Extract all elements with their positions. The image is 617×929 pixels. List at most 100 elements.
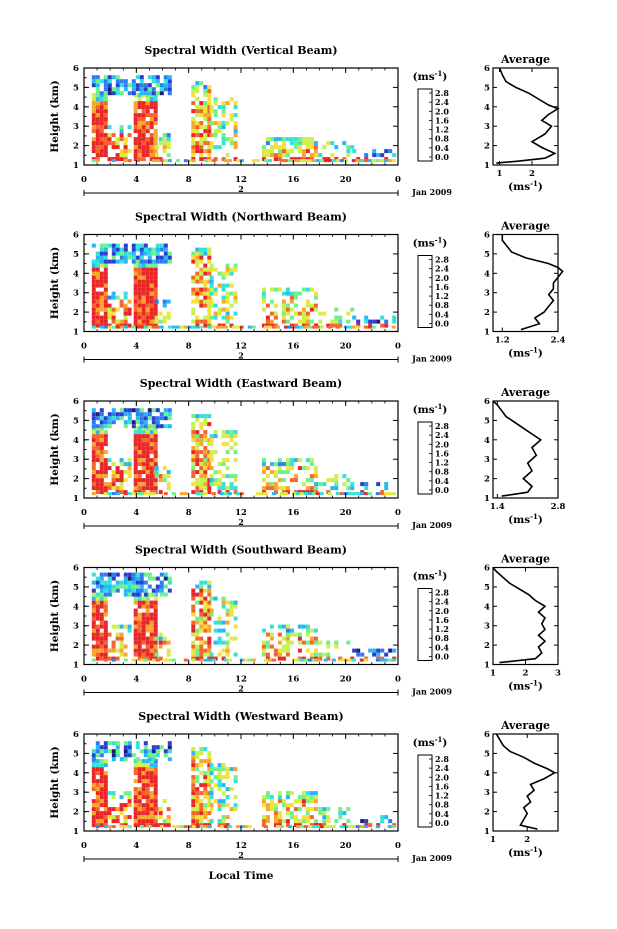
heatmap-cell [95, 121, 100, 126]
heatmap-cell [123, 470, 128, 475]
heatmap-cell [95, 159, 100, 163]
heatmap-cell [137, 137, 142, 142]
heatmap-cell [265, 319, 270, 324]
heatmap-cell [191, 149, 196, 154]
heatmap-cell [95, 470, 100, 475]
heatmap-cell [309, 458, 314, 463]
heatmap-cell [141, 763, 146, 768]
heatmap-cell [149, 462, 154, 467]
heatmap-cell [207, 612, 212, 617]
heatmap-cell [119, 652, 124, 657]
colorbar-tick-label: 2.4 [435, 97, 449, 107]
heatmap-cell [149, 101, 154, 106]
heatmap-cell [339, 658, 344, 662]
heatmap-cell [207, 149, 212, 154]
heatmap-cell [233, 121, 238, 126]
heatmap-cell [331, 658, 336, 662]
heatmap-cell [141, 311, 146, 316]
heatmap-cell [153, 113, 158, 118]
colorbar-tick-label: 2.8 [435, 255, 449, 265]
heatmap-cell [217, 783, 222, 788]
heatmap-cell [195, 434, 200, 439]
heatmap-cell [203, 133, 208, 138]
heatmap-cell [123, 424, 128, 429]
heatmap-cell [95, 763, 100, 768]
heatmap-cell [153, 149, 158, 154]
heatmap-cell [141, 620, 146, 625]
heatmap-cell [143, 259, 148, 264]
heatmap-cell [355, 492, 360, 496]
heatmap-cell [103, 117, 108, 122]
heatmap-cell [123, 624, 128, 629]
heatmap-cell [123, 757, 128, 762]
heatmap-cell [127, 580, 132, 585]
heatmap-cell [141, 486, 146, 491]
heatmap-cell [103, 624, 108, 629]
heatmap-cell [199, 759, 204, 764]
heatmap-cell [119, 153, 124, 158]
heatmap-cell [215, 325, 220, 329]
heatmap-cell [363, 159, 368, 163]
x-tick-label: 16 [287, 675, 299, 685]
heatmap-cell [149, 604, 154, 609]
heatmap-cell [115, 478, 120, 483]
heatmap-cell [267, 658, 272, 662]
heatmap-cell [145, 596, 150, 601]
heatmap-cell [127, 149, 132, 154]
heatmap-cell [103, 101, 108, 106]
heatmap-cell [149, 636, 154, 641]
heatmap-cell [371, 325, 376, 329]
x-tick-label: 4 [133, 175, 139, 185]
heatmap-cell [213, 799, 218, 804]
heatmap-cell [191, 454, 196, 459]
heatmap-cell [195, 648, 200, 653]
heatmap-cell [313, 628, 318, 633]
heatmap-cell [149, 656, 154, 661]
colorbar-tick-label: 2.0 [435, 439, 449, 449]
heatmap-cell [123, 311, 128, 316]
heatmap-cell [103, 295, 108, 300]
heatmap-cell [350, 307, 355, 312]
heatmap-cell [372, 319, 377, 324]
heatmap-cell [207, 315, 212, 320]
heatmap-cell [123, 307, 128, 312]
heatmap-cell [195, 271, 200, 276]
heatmap-cell [376, 648, 381, 653]
heatmap-cell [217, 763, 222, 768]
heatmap-cell [281, 299, 286, 304]
heatmap-cell [265, 149, 270, 154]
heatmap-cell [153, 644, 158, 649]
heatmap-cell [355, 159, 360, 163]
heatmap-cell [91, 424, 96, 429]
heatmap-cell [265, 137, 270, 142]
heatmap-cell [297, 466, 302, 471]
heatmap-cell [137, 787, 142, 792]
heatmap-cell [153, 137, 158, 142]
heatmap-cell [207, 113, 212, 118]
heatmap-cell [221, 299, 226, 304]
heatmap-cell [233, 600, 238, 605]
heatmap-cell [135, 592, 140, 597]
heatmap-cell [229, 97, 234, 102]
heatmap-cell [145, 624, 150, 629]
heatmap-cell [281, 149, 286, 154]
heatmap-cell [91, 767, 96, 772]
heatmap-cell [91, 652, 96, 657]
heatmap-cell [207, 85, 212, 90]
heatmap-cell [99, 803, 104, 808]
heatmap-cell [211, 325, 216, 329]
heatmap-cell [285, 636, 290, 641]
heatmap-cell [269, 644, 274, 649]
heatmap-cell [95, 105, 100, 110]
heatmap-cell [289, 315, 294, 320]
heatmap-cell [303, 825, 308, 829]
profile-y-tick-label: 2 [484, 308, 490, 318]
heatmap-cell [141, 287, 146, 292]
heatmap-cell [195, 85, 200, 90]
heatmap-cell [213, 596, 218, 601]
heatmap-cell [166, 819, 171, 824]
heatmap-cell [145, 462, 150, 467]
x-tick-label: 0 [395, 175, 401, 185]
heatmap-cell [203, 129, 208, 134]
heatmap-cell [195, 125, 200, 130]
